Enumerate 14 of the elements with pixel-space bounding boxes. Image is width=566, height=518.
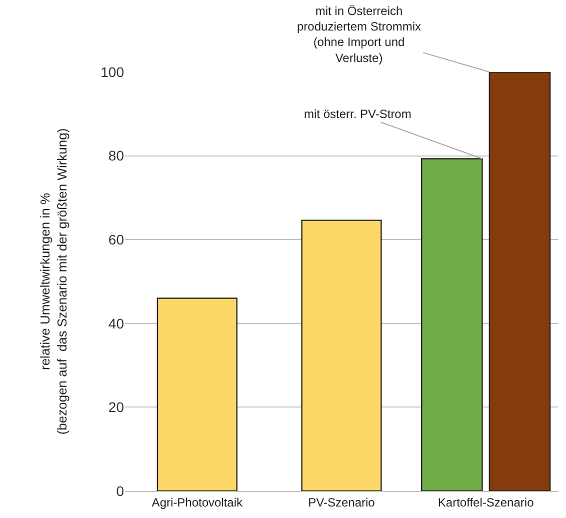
y-tick-label: 40 bbox=[108, 315, 124, 332]
annotation: mit in Österreich produziertem Strommix (ohne Import und Verluste) bbox=[297, 4, 422, 65]
x-tick-label: PV-Szenario bbox=[308, 495, 376, 510]
bar bbox=[156, 298, 238, 491]
x-tick-label: Agri-Photovoltaik bbox=[152, 495, 244, 510]
y-tick-label: 60 bbox=[108, 232, 124, 248]
y-axis-title: relative Umweltwirkungen in % (bezogen auf das Szenario mit der größten Wirkung) bbox=[38, 128, 70, 435]
x-tick-label: Kartoffel-Szenario bbox=[438, 495, 534, 510]
annotation: mit österr. PV-Strom bbox=[304, 107, 412, 121]
bar bbox=[488, 72, 551, 491]
y-tick-label: 0 bbox=[116, 482, 124, 499]
y-tick-label: 20 bbox=[108, 399, 124, 416]
y-tick-label: 100 bbox=[100, 64, 124, 80]
y-tick-label: 80 bbox=[108, 148, 124, 164]
